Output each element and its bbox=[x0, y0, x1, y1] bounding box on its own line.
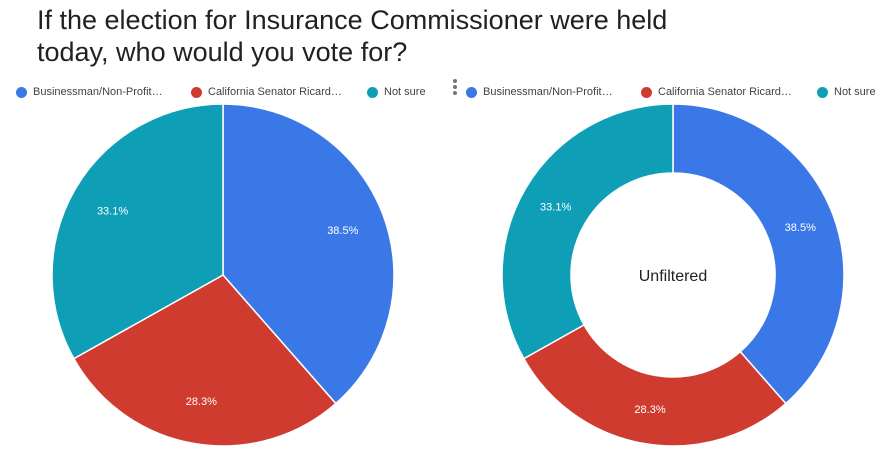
legend-swatch-businessman-right bbox=[466, 86, 477, 98]
slice-label-not-sure-donut: 33.1% bbox=[540, 201, 571, 213]
legend-item-not-sure[interactable]: Not sure bbox=[367, 86, 426, 98]
slice-label-not-sure: 33.1% bbox=[97, 205, 128, 217]
pie-slice-senator[interactable] bbox=[72, 274, 337, 447]
legend-item-senator-right[interactable]: California Senator Ricard… bbox=[641, 86, 792, 98]
slice-label-businessman-donut: 38.5% bbox=[785, 222, 816, 234]
slice-label-businessman: 38.5% bbox=[327, 225, 358, 237]
slice-label-senator: 28.3% bbox=[186, 396, 217, 408]
pie-slice-not-sure-donut[interactable] bbox=[501, 103, 674, 360]
legend-label-businessman: Businessman/Non-Profit… bbox=[33, 86, 163, 98]
pie-slice-senator-donut[interactable] bbox=[522, 323, 787, 447]
legend-swatch-not-sure bbox=[367, 86, 378, 98]
legend-label-senator-right: California Senator Ricard… bbox=[658, 86, 792, 98]
legend-label-senator: California Senator Ricard… bbox=[208, 86, 342, 98]
slice-label-senator-donut: 28.3% bbox=[634, 404, 665, 416]
legend-swatch-senator-right bbox=[641, 86, 652, 98]
legend-label-businessman-right: Businessman/Non-Profit… bbox=[483, 86, 613, 98]
legend-swatch-senator bbox=[191, 86, 202, 98]
pie-slice-not-sure[interactable] bbox=[51, 103, 224, 360]
legend-item-businessman[interactable]: Businessman/Non-Profit… bbox=[16, 86, 163, 98]
legend-label-not-sure: Not sure bbox=[384, 86, 426, 98]
legend-item-businessman-right[interactable]: Businessman/Non-Profit… bbox=[466, 86, 613, 98]
legend-swatch-businessman bbox=[16, 86, 27, 98]
legend-swatch-not-sure-right bbox=[817, 86, 828, 98]
legend-item-not-sure-right[interactable]: Not sure bbox=[817, 86, 876, 98]
donut-center-label: Unfiltered bbox=[639, 268, 707, 285]
pie-slice-businessman[interactable] bbox=[222, 103, 395, 405]
legend-label-not-sure-right: Not sure bbox=[834, 86, 876, 98]
chart-title: If the election for Insurance Commission… bbox=[37, 5, 668, 67]
vertical-dots-icon[interactable] bbox=[451, 79, 459, 97]
legend-item-senator[interactable]: California Senator Ricard… bbox=[191, 86, 342, 98]
pie-slice-businessman-donut[interactable] bbox=[672, 103, 845, 405]
